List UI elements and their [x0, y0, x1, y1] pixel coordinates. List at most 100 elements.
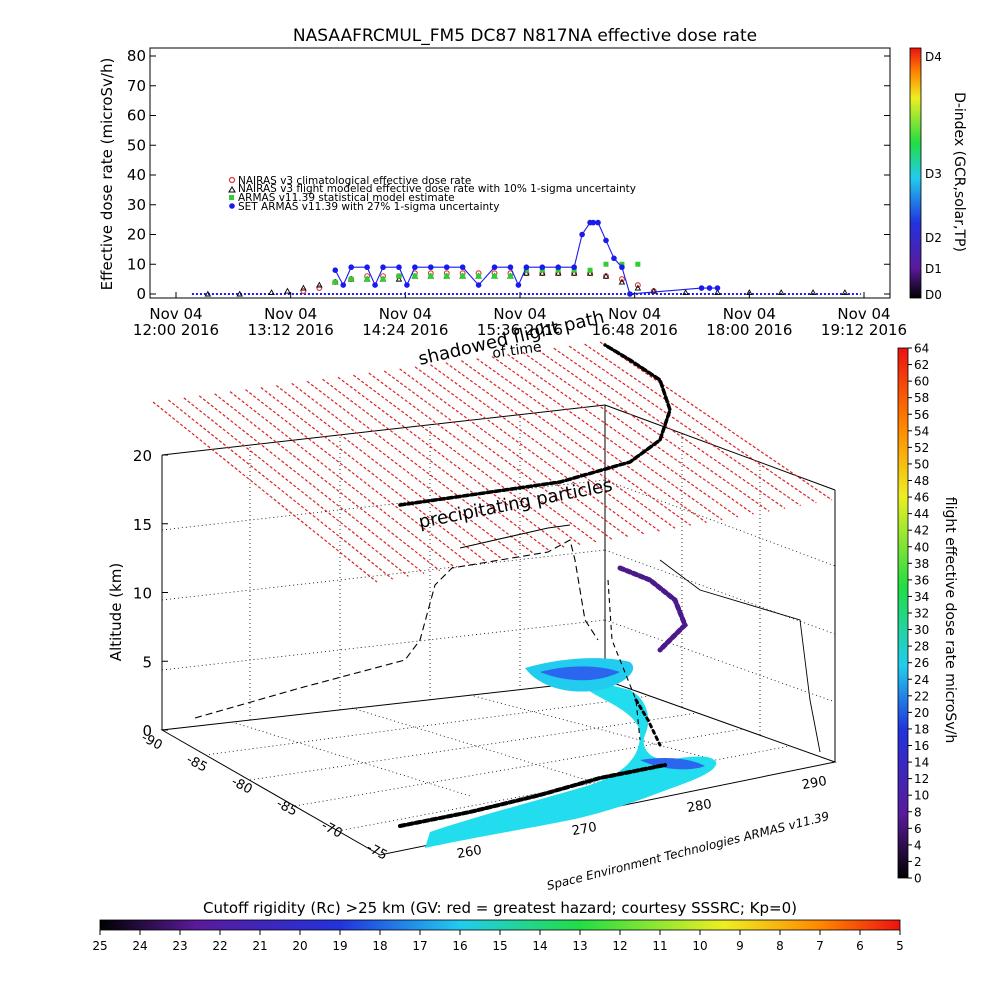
dose-tick-label: 26 — [914, 656, 929, 670]
rigidity-tick-label: 10 — [692, 939, 707, 953]
dose-tick-label: 56 — [914, 408, 929, 422]
hazard-line — [306, 380, 535, 555]
data-point — [428, 273, 434, 279]
longitude-axis: 260 270 280 290 — [456, 774, 828, 862]
data-point — [364, 276, 370, 282]
data-point — [635, 261, 641, 267]
data-point — [603, 261, 609, 267]
y-tick-label: 60 — [127, 107, 146, 125]
data-point — [714, 289, 721, 295]
rigidity-tick-label: 6 — [856, 939, 864, 953]
data-point — [444, 273, 450, 279]
y-tick-label: 10 — [127, 255, 146, 273]
rigidity-tick-label: 23 — [172, 939, 187, 953]
data-point — [523, 267, 529, 273]
dose-tick-label: 62 — [914, 358, 929, 372]
dindex-tick-label: D2 — [925, 231, 942, 245]
lat-tick-label: -75 — [364, 840, 390, 863]
data-point — [586, 269, 594, 276]
series-line — [334, 222, 718, 295]
legend-label: NAIRAS v3 climatological effective dose … — [238, 175, 471, 187]
dose-tick-label: 38 — [914, 557, 929, 571]
altitude-axis: 0 5 10 15 20 — [133, 447, 168, 740]
hazard-line — [368, 372, 598, 543]
rigidity-tick-label: 24 — [132, 939, 147, 953]
lon-tick-label: 280 — [686, 797, 713, 816]
rigidity-tick-label: 16 — [452, 939, 467, 953]
dose-tick-label: 34 — [914, 590, 929, 604]
series-3 — [332, 219, 721, 297]
y-tick-label: 50 — [127, 136, 146, 154]
x-tick-time: 15:36 2016 — [477, 321, 563, 339]
dose-tick-label: 6 — [914, 822, 922, 836]
dose-colorbar — [897, 347, 909, 879]
hazard-line — [445, 362, 676, 529]
legend-entry-armas-model: ARMAS v11.39 statistical model estimate — [229, 192, 455, 204]
dose-tick-label: 60 — [914, 375, 929, 389]
data-point — [396, 273, 402, 279]
dose-tick-label: 8 — [914, 805, 922, 819]
3d-grid — [161, 415, 836, 832]
rigidity-tick-label: 25 — [92, 939, 107, 953]
lon-tick-label: 290 — [801, 774, 828, 793]
dose-tick-label: 22 — [914, 689, 929, 703]
data-point — [618, 278, 626, 285]
dindex-tick-label: D3 — [925, 167, 942, 181]
dindex-tick-label: D0 — [925, 288, 942, 302]
data-point — [204, 290, 212, 297]
rigidity-colorbar — [99, 919, 901, 931]
hazard-line — [275, 384, 503, 560]
lon-tick-label: 270 — [571, 820, 598, 839]
rigidity-tick-label: 22 — [212, 939, 227, 953]
x-tick-time: 19:12 2016 — [821, 321, 907, 339]
dose-tick-label: 42 — [914, 524, 929, 538]
data-point — [236, 290, 243, 297]
rigidity-colorbar-ticks: 25 24 23 22 21 20 19 18 17 16 15 14 13 12 11 10 9 8 7 6 5 — [92, 930, 904, 953]
data-point — [412, 273, 418, 279]
data-point — [300, 288, 307, 294]
data-point — [634, 284, 642, 291]
hazard-line — [522, 351, 754, 515]
dose-tick-label: 18 — [914, 722, 929, 736]
dose-tick-label: 20 — [914, 706, 929, 720]
legend-label: ARMAS v11.39 statistical model estimate — [238, 192, 455, 204]
altitude-label: Altitude (km) — [107, 563, 125, 661]
x-tick-date: Nov 04 — [264, 305, 317, 323]
dose-tick-label: 12 — [914, 772, 929, 786]
annotation-precip: precipitating particles — [417, 475, 614, 533]
data-point — [316, 285, 323, 291]
hazard-line — [322, 378, 550, 552]
x-tick-date: Nov 04 — [837, 305, 890, 323]
cutoff-rigidity-region — [425, 658, 717, 848]
data-point — [523, 269, 530, 276]
data-point — [841, 289, 849, 295]
data-point — [395, 275, 403, 282]
hazard-line — [414, 366, 645, 535]
dose-colorbar-label: flight effective dose rate microSv/h — [942, 497, 958, 743]
data-point — [682, 289, 689, 295]
x-tick-time: 14:24 2016 — [362, 321, 448, 339]
legend-entry-nairas-flight: NAIRAS v3 flight modeled effective dose … — [228, 183, 636, 195]
data-point — [539, 267, 545, 273]
dose-tick-label: 24 — [914, 673, 929, 687]
dindex-tick-label: D4 — [925, 50, 942, 64]
y-tick-label: 30 — [127, 196, 146, 214]
data-point — [554, 269, 562, 276]
shadowed-flight-path — [194, 524, 821, 753]
legend-marker — [228, 176, 236, 184]
top-chart-y-label: Effective dose rate (microSv/h) — [98, 58, 116, 291]
data-point — [284, 287, 291, 294]
z-tick-label: 10 — [133, 585, 152, 603]
data-point — [476, 273, 482, 279]
rigidity-tick-label: 19 — [332, 939, 347, 953]
x-tick-date: Nov 04 — [379, 305, 432, 323]
y-tick-label: 40 — [127, 166, 146, 184]
data-point — [809, 289, 817, 295]
hazard-line — [507, 353, 739, 518]
dose-tick-label: 32 — [914, 607, 929, 621]
dose-tick-label: 46 — [914, 491, 929, 505]
y-tick-label: 0 — [136, 285, 146, 303]
hazard-plane — [152, 341, 833, 583]
rigidity-tick-label: 8 — [776, 939, 784, 953]
